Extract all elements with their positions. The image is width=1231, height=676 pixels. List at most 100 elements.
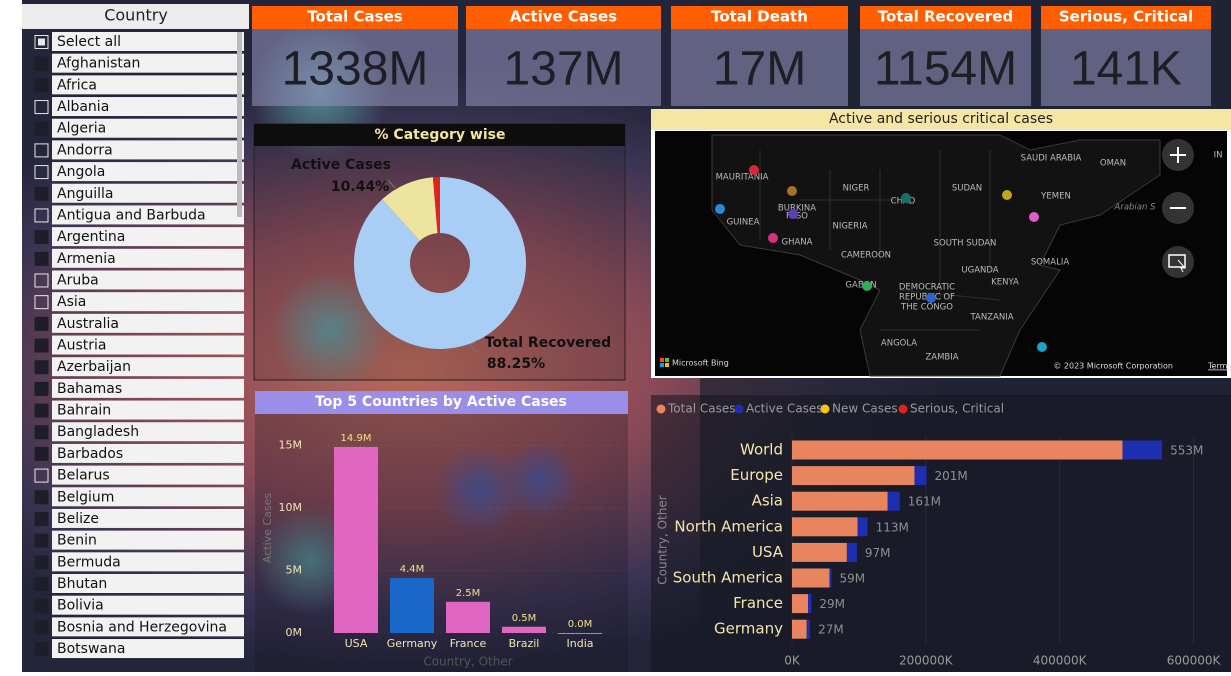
map-bubble[interactable]: [715, 204, 725, 214]
slicer-item[interactable]: Botswana: [57, 641, 125, 657]
slicer-row[interactable]: [52, 595, 244, 615]
bar-segment[interactable]: [792, 542, 847, 562]
zoom-in-button[interactable]: [1162, 139, 1194, 171]
checkbox[interactable]: [34, 295, 49, 310]
checkbox[interactable]: [34, 121, 49, 136]
slicer-item[interactable]: Bahamas: [57, 381, 122, 397]
slicer-item[interactable]: Angola: [57, 164, 105, 180]
select-button[interactable]: [1162, 246, 1194, 278]
slicer-row[interactable]: [52, 205, 244, 225]
checkbox[interactable]: [34, 56, 49, 71]
slicer-item[interactable]: Belgium: [57, 489, 114, 505]
slicer-item[interactable]: Bosnia and Herzegovina: [57, 619, 227, 635]
legend-marker[interactable]: [734, 404, 744, 414]
checkbox[interactable]: [34, 511, 49, 526]
checkbox[interactable]: [34, 230, 49, 245]
checkbox[interactable]: [34, 425, 49, 440]
checkbox[interactable]: [34, 642, 49, 657]
slicer-row[interactable]: [52, 248, 244, 268]
slicer-row[interactable]: [52, 552, 244, 572]
map-bubble[interactable]: [749, 165, 759, 175]
slicer-row[interactable]: [52, 313, 244, 333]
bar-segment[interactable]: [887, 491, 900, 511]
bar-segment[interactable]: [792, 568, 830, 588]
bar-segment[interactable]: [857, 517, 868, 537]
slicer-item[interactable]: Austria: [57, 338, 106, 354]
map-bubble[interactable]: [901, 193, 911, 203]
slicer-row[interactable]: [52, 465, 244, 485]
checkbox[interactable]: [34, 186, 49, 201]
slicer-item[interactable]: Australia: [57, 316, 119, 332]
slicer-item[interactable]: Africa: [57, 77, 97, 93]
legend-marker[interactable]: [820, 404, 830, 414]
slicer-row[interactable]: [52, 617, 244, 637]
slicer-item[interactable]: Andorra: [57, 142, 113, 158]
scrollbar[interactable]: [237, 32, 242, 217]
slicer-row[interactable]: [52, 443, 244, 463]
checkbox[interactable]: [34, 273, 49, 288]
slicer-row[interactable]: [52, 292, 244, 312]
slicer-item[interactable]: Bahrain: [57, 403, 111, 419]
slicer-item[interactable]: Belize: [57, 511, 99, 527]
slicer-row[interactable]: [52, 270, 244, 290]
bar-segment[interactable]: [792, 594, 809, 614]
bar-segment[interactable]: [792, 619, 807, 639]
checkbox[interactable]: [34, 403, 49, 418]
map-bubble[interactable]: [1002, 190, 1012, 200]
donut-slice[interactable]: [432, 177, 440, 234]
zoom-out-button[interactable]: [1162, 192, 1194, 224]
bar[interactable]: [446, 601, 490, 633]
checkbox[interactable]: [34, 598, 49, 613]
checkbox[interactable]: [34, 381, 49, 396]
slicer-item[interactable]: Azerbaijan: [57, 359, 131, 375]
bar[interactable]: [502, 626, 546, 633]
slicer-item[interactable]: Barbados: [57, 446, 123, 462]
slicer-item[interactable]: Aruba: [57, 272, 99, 288]
bar[interactable]: [558, 633, 602, 634]
map-bubble[interactable]: [1037, 342, 1047, 352]
map-bubble[interactable]: [862, 281, 872, 291]
bar-segment[interactable]: [914, 466, 927, 486]
slicer-item[interactable]: Benin: [57, 533, 97, 549]
slicer-item[interactable]: Anguilla: [57, 186, 113, 202]
checkbox[interactable]: [34, 533, 49, 548]
slicer-item[interactable]: Armenia: [57, 251, 116, 267]
slicer-row[interactable]: [52, 227, 244, 247]
slicer-row[interactable]: [52, 422, 244, 442]
legend-label[interactable]: Total Cases: [667, 402, 735, 416]
checkbox[interactable]: [34, 35, 49, 49]
slicer-item[interactable]: Bermuda: [57, 554, 121, 570]
map-bubble[interactable]: [788, 209, 798, 219]
bar-segment[interactable]: [1122, 440, 1163, 460]
checkbox[interactable]: [34, 446, 49, 461]
slicer-row[interactable]: [52, 357, 244, 377]
bar-segment[interactable]: [792, 466, 915, 486]
legend-marker[interactable]: [898, 404, 908, 414]
bar[interactable]: [334, 446, 378, 633]
donut-slice[interactable]: [382, 177, 438, 241]
slicer-row[interactable]: [52, 118, 244, 138]
checkbox[interactable]: [34, 555, 49, 570]
checkbox[interactable]: [34, 490, 49, 505]
legend-marker[interactable]: [656, 404, 666, 414]
checkbox[interactable]: [34, 208, 49, 223]
bar-segment[interactable]: [829, 568, 832, 588]
bar-segment[interactable]: [792, 517, 858, 537]
slicer-row[interactable]: [52, 32, 244, 51]
slicer-item[interactable]: Algeria: [57, 121, 106, 137]
slicer-row[interactable]: [52, 574, 244, 593]
bar-segment[interactable]: [792, 440, 1123, 460]
checkbox[interactable]: [34, 100, 49, 115]
slicer-row[interactable]: [52, 487, 244, 507]
checkbox[interactable]: [34, 338, 49, 353]
slicer-item[interactable]: Bhutan: [57, 576, 107, 592]
bar-segment[interactable]: [806, 619, 811, 639]
checkbox[interactable]: [34, 468, 49, 483]
bar-segment[interactable]: [846, 542, 857, 562]
checkbox[interactable]: [34, 251, 49, 266]
map-bubble[interactable]: [1029, 212, 1039, 222]
slicer-item[interactable]: Belarus: [57, 468, 110, 484]
slicer-item[interactable]: Antigua and Barbuda: [57, 207, 206, 223]
checkbox[interactable]: [34, 165, 49, 180]
checkbox[interactable]: [34, 577, 49, 591]
